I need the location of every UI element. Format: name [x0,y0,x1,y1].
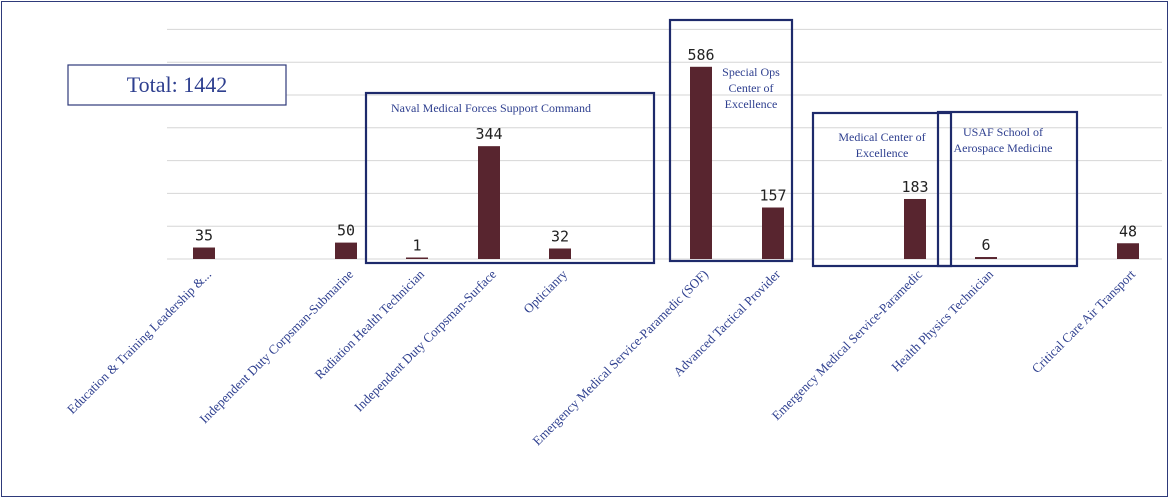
data-label: 1 [412,237,421,255]
data-label: 183 [901,178,928,196]
bar [193,247,215,259]
x-tick-label: Independent Duty Corpsman-Submarine [196,266,356,426]
bars [193,66,1139,260]
data-label: 6 [981,236,990,254]
bar [478,146,500,259]
annotation-text: Special Ops [722,65,780,79]
data-label: 48 [1119,222,1137,240]
annotation-text: Excellence [856,146,909,160]
bar [762,207,784,259]
data-label: 157 [759,187,786,205]
annotation-box [811,111,953,268]
data-label: 32 [551,228,569,246]
bar [335,242,357,259]
bar [549,248,571,259]
total-label: Total: 1442 [127,72,228,97]
data-label: 35 [195,227,213,245]
annotation-text: Aerospace Medicine [954,141,1053,155]
data-label: 586 [687,46,714,64]
annotation-box [364,91,656,265]
x-tick-label: Emergency Medical Service-Paramedic [769,266,926,423]
bar [406,257,428,259]
annotation-text: Naval Medical Forces Support Command [391,101,591,115]
x-tick-label: Opticianry [520,266,570,316]
annotation-text: Medical Center of [838,130,925,144]
x-tick-labels: Education & Training Leadership &...Inde… [64,266,1139,448]
value-labels: 35 50 1 344 32 586 157 183 6 48 [195,46,1137,255]
annotation-boxes: Naval Medical Forces Support Command Spec… [364,18,1079,268]
gridlines [167,28,1162,260]
data-label: 344 [475,125,502,143]
annotation-box [668,18,794,263]
x-tick-label: Critical Care Air Transport [1029,266,1139,376]
annotation-text: USAF School of [963,125,1043,139]
annotation-box [936,110,1079,268]
x-tick-label: Independent Duty Corpsman-Surface [351,266,499,414]
data-label: 50 [337,222,355,240]
bar [904,198,926,259]
total-callout: Total: 1442 [67,64,287,106]
x-tick-label: Education & Training Leadership &... [64,267,214,417]
bar [1117,243,1139,259]
annotation-text: Excellence [725,97,778,111]
annotation-text: Center of [729,81,774,95]
bar [690,66,712,260]
bar [975,257,997,259]
total-box [67,64,287,106]
